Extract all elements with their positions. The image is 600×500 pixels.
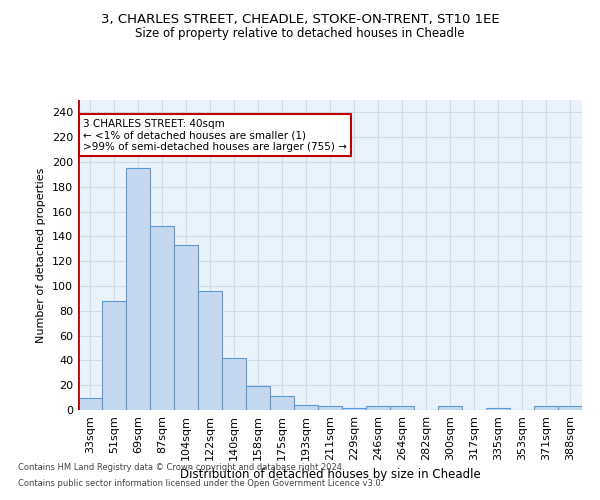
Bar <box>246 386 270 410</box>
Bar <box>102 301 126 410</box>
Y-axis label: Number of detached properties: Number of detached properties <box>37 168 46 342</box>
Bar <box>174 245 198 410</box>
Bar <box>342 408 366 410</box>
Text: Contains public sector information licensed under the Open Government Licence v3: Contains public sector information licen… <box>18 478 383 488</box>
Bar <box>486 408 510 410</box>
Bar <box>270 396 294 410</box>
Bar <box>222 358 246 410</box>
Bar <box>78 398 102 410</box>
Bar <box>558 406 582 410</box>
Bar <box>294 405 318 410</box>
Text: 3, CHARLES STREET, CHEADLE, STOKE-ON-TRENT, ST10 1EE: 3, CHARLES STREET, CHEADLE, STOKE-ON-TRE… <box>101 12 499 26</box>
Bar <box>318 406 342 410</box>
Bar <box>150 226 174 410</box>
Bar <box>438 406 462 410</box>
Text: Size of property relative to detached houses in Cheadle: Size of property relative to detached ho… <box>135 28 465 40</box>
Bar <box>198 291 222 410</box>
Bar <box>126 168 150 410</box>
X-axis label: Distribution of detached houses by size in Cheadle: Distribution of detached houses by size … <box>179 468 481 481</box>
Text: Contains HM Land Registry data © Crown copyright and database right 2024.: Contains HM Land Registry data © Crown c… <box>18 464 344 472</box>
Bar <box>390 406 414 410</box>
Bar <box>366 406 390 410</box>
Bar <box>534 406 558 410</box>
Text: 3 CHARLES STREET: 40sqm
← <1% of detached houses are smaller (1)
>99% of semi-de: 3 CHARLES STREET: 40sqm ← <1% of detache… <box>83 118 347 152</box>
